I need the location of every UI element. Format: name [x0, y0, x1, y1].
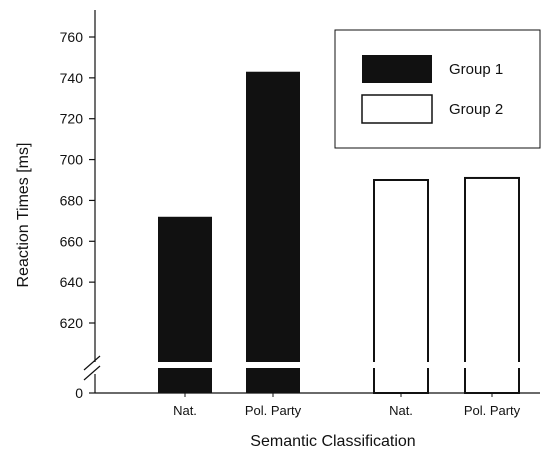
legend-label: Group 1 [449, 61, 503, 78]
bar-break-gap [245, 362, 301, 368]
x-axis-title: Semantic Classification [250, 433, 415, 450]
bar-break-gap [373, 362, 429, 368]
axis-break-mark [83, 365, 101, 381]
y-axis-title: Reaction Times [ms] [15, 143, 32, 288]
legend-box [334, 29, 541, 149]
y-tick-label: 660 [60, 233, 84, 249]
y-tick-label: 620 [60, 315, 84, 331]
bar [246, 71, 300, 393]
y-tick-label: 760 [60, 29, 84, 45]
y-tick-label: 680 [60, 192, 84, 208]
bar-break-gap [157, 362, 213, 368]
legend-swatch [362, 55, 432, 83]
y-tick-label: 700 [60, 152, 84, 168]
x-tick-label: Pol. Party [464, 403, 521, 418]
bar-break-gap [464, 362, 520, 368]
bar [373, 179, 429, 394]
axis-break-mark [83, 355, 101, 371]
legend-label: Group 2 [449, 101, 503, 118]
x-tick-label: Nat. [173, 403, 197, 418]
legend: Group 1 Group 2 [334, 29, 541, 149]
x-tick-label: Nat. [389, 403, 413, 418]
bar [464, 176, 520, 394]
plot-area: 620 640 660 680 700 720 740 760 0 Nat. Pol. Party N… [60, 10, 541, 418]
y-tick-label: 720 [60, 111, 84, 127]
legend-swatch [361, 94, 433, 124]
x-tick-label: Pol. Party [245, 403, 302, 418]
y-tick-label: 0 [75, 385, 83, 401]
y-tick-label: 640 [60, 274, 84, 290]
y-tick-label: 740 [60, 70, 84, 86]
